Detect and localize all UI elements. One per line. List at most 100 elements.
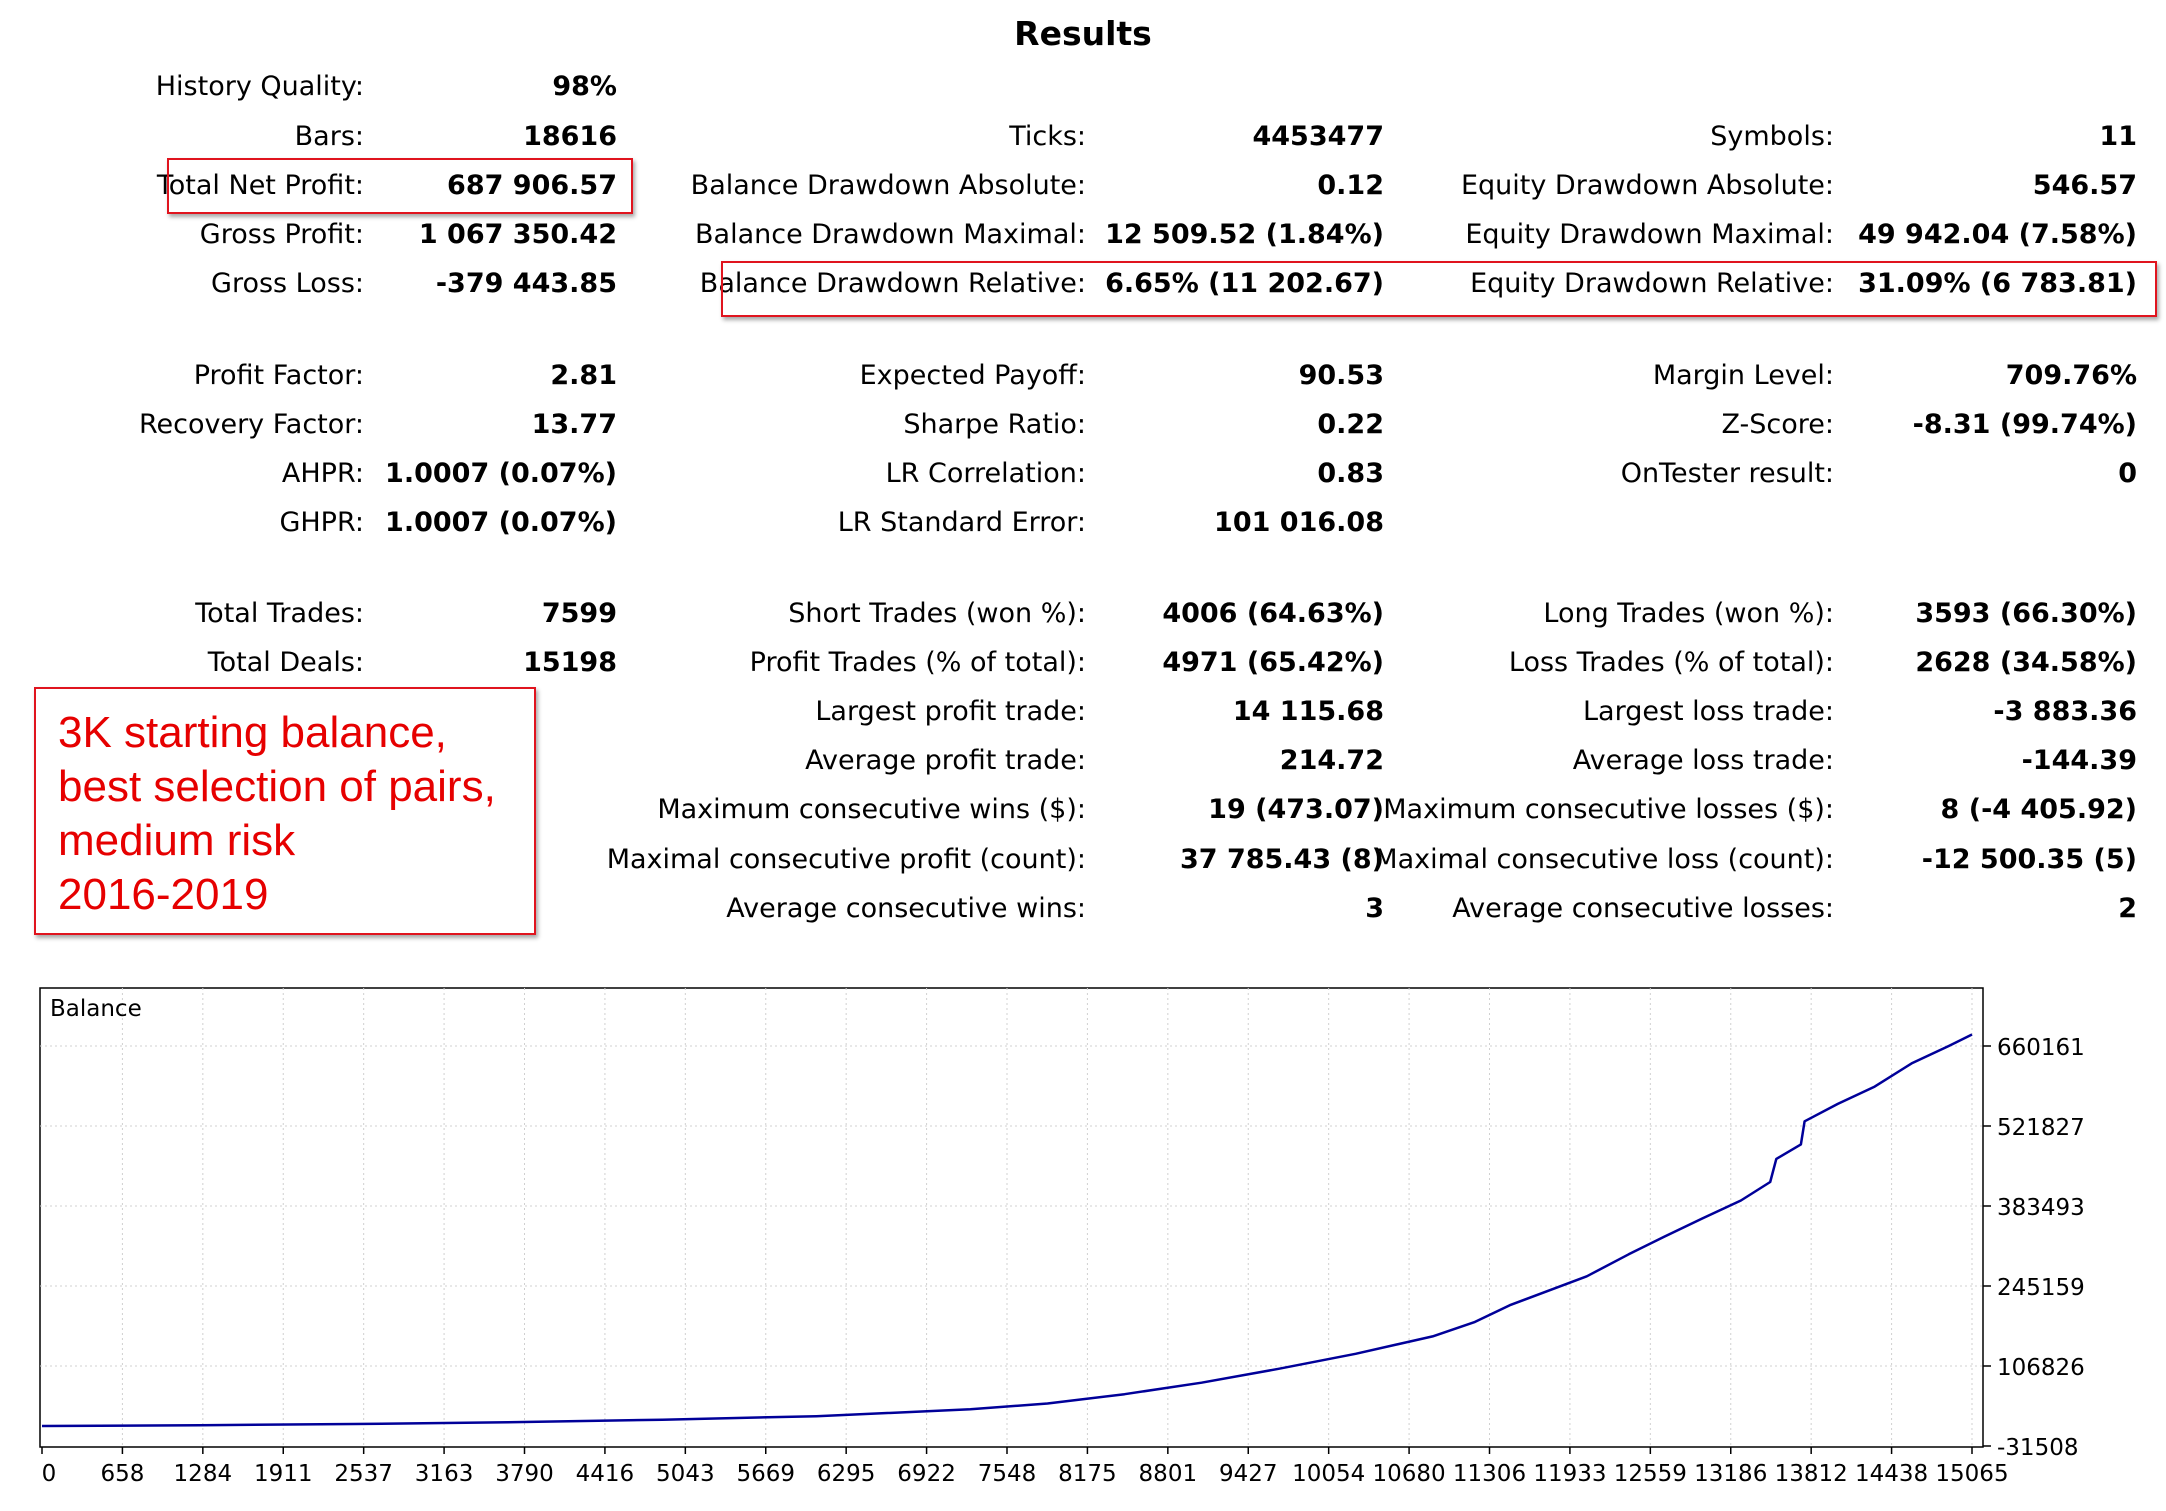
stat-label: Ticks:: [1009, 121, 1086, 152]
stat-label: Total Trades:: [195, 598, 364, 629]
stat-label: LR Standard Error:: [837, 507, 1086, 538]
stat-value: 13.77: [531, 409, 617, 440]
stat-value: 4971 (65.42%): [1162, 647, 1384, 678]
y-tick-label: 383493: [1997, 1195, 2085, 1221]
note-line: best selection of pairs,: [58, 762, 496, 811]
x-tick-label: 13186: [1694, 1461, 1767, 1487]
x-tick-label: 5043: [656, 1461, 715, 1487]
x-tick-label: 6922: [897, 1461, 956, 1487]
stat-value: 1.0007 (0.07%): [385, 458, 617, 489]
y-tick-label: 245159: [1997, 1275, 2085, 1301]
stat-value: 2.81: [550, 360, 617, 391]
stat-label: Symbols:: [1710, 121, 1834, 152]
stat-label: Margin Level:: [1652, 360, 1834, 391]
x-tick-label: 1284: [174, 1461, 233, 1487]
x-tick-label: 1911: [254, 1461, 313, 1487]
stat-label: Sharpe Ratio:: [903, 409, 1086, 440]
x-tick-label: 15065: [1935, 1461, 2008, 1487]
x-tick-label: 13812: [1775, 1461, 1848, 1487]
stat-value: 90.53: [1298, 360, 1384, 391]
stat-label: Largest profit trade:: [815, 696, 1086, 727]
x-tick-label: 5669: [736, 1461, 795, 1487]
stat-label: Equity Drawdown Maximal:: [1465, 219, 1834, 250]
stat-value: -8.31 (99.74%): [1912, 409, 2137, 440]
stat-label: Equity Drawdown Relative:: [1470, 268, 1834, 299]
stat-label: Short Trades (won %):: [788, 598, 1086, 629]
stat-label: Average loss trade:: [1572, 745, 1834, 776]
stat-value: 0.12: [1317, 170, 1384, 201]
stat-value: 8 (-4 405.92): [1940, 794, 2137, 825]
note-line: medium risk: [58, 816, 296, 865]
y-tick-label: -31508: [1997, 1435, 2078, 1461]
stat-label: Maximal consecutive loss (count):: [1374, 844, 1834, 875]
stat-value: 1.0007 (0.07%): [385, 507, 617, 538]
stat-label: Bars:: [294, 121, 364, 152]
stat-label: Maximum consecutive wins ($):: [657, 794, 1086, 825]
x-tick-label: 8801: [1139, 1461, 1198, 1487]
x-tick-label: 10680: [1372, 1461, 1445, 1487]
stat-label: Balance Drawdown Relative:: [699, 268, 1086, 299]
stat-value: -3 883.36: [1993, 696, 2137, 727]
stat-value: 546.57: [2032, 170, 2137, 201]
stat-value: 7599: [541, 598, 617, 629]
stat-label: Profit Trades (% of total):: [749, 647, 1086, 678]
chart-title: Balance: [50, 996, 142, 1022]
stat-label: History Quality:: [155, 71, 364, 102]
x-tick-label: 11933: [1533, 1461, 1606, 1487]
x-tick-label: 14438: [1855, 1461, 1928, 1487]
stat-label: Gross Profit:: [199, 219, 364, 250]
stat-label: Balance Drawdown Absolute:: [690, 170, 1086, 201]
stat-label: Expected Payoff:: [859, 360, 1086, 391]
stat-label: Loss Trades (% of total):: [1508, 647, 1834, 678]
x-tick-label: 10054: [1292, 1461, 1365, 1487]
stat-label: Equity Drawdown Absolute:: [1460, 170, 1834, 201]
stat-value: 709.76%: [2005, 360, 2137, 391]
x-tick-label: 8175: [1058, 1461, 1117, 1487]
x-tick-label: 4416: [576, 1461, 635, 1487]
stat-value: 11: [2099, 121, 2137, 152]
stat-label: Total Deals:: [207, 647, 364, 678]
highlight-net-profit: [167, 158, 633, 214]
stat-value: 31.09% (6 783.81): [1858, 268, 2137, 299]
stat-label: LR Correlation:: [885, 458, 1086, 489]
stat-value: 18616: [523, 121, 617, 152]
note-line: 3K starting balance,: [58, 708, 447, 757]
stat-label: OnTester result:: [1620, 458, 1834, 489]
stat-value: 14 115.68: [1232, 696, 1384, 727]
stat-value: 49 942.04 (7.58%): [1858, 219, 2137, 250]
balance-series-line: [41, 1033, 1973, 1428]
y-tick-label: 660161: [1997, 1035, 2085, 1061]
x-tick-label: 2537: [334, 1461, 393, 1487]
stat-label: Largest loss trade:: [1582, 696, 1834, 727]
stat-label: Maximum consecutive losses ($):: [1383, 794, 1834, 825]
stat-value: 0.83: [1317, 458, 1384, 489]
stat-label: Average profit trade:: [805, 745, 1086, 776]
stat-value: 19 (473.07): [1208, 794, 1384, 825]
x-tick-label: 658: [100, 1461, 144, 1487]
stat-value: 0: [2118, 458, 2137, 489]
y-tick-label: 521827: [1997, 1115, 2085, 1141]
stat-label: Maximal consecutive profit (count):: [606, 844, 1086, 875]
x-tick-label: 3790: [495, 1461, 554, 1487]
x-tick-label: 0: [42, 1461, 57, 1487]
stat-value: -379 443.85: [435, 268, 617, 299]
stat-value: 15198: [523, 647, 617, 678]
stat-label: Recovery Factor:: [138, 409, 364, 440]
stat-value: 0.22: [1317, 409, 1384, 440]
stat-label: Z-Score:: [1721, 409, 1834, 440]
stat-value: 687 906.57: [447, 170, 617, 201]
note-box: 3K starting balance, best selection of p…: [34, 687, 536, 935]
stat-label: Long Trades (won %):: [1543, 598, 1834, 629]
stat-value: 3593 (66.30%): [1915, 598, 2137, 629]
stat-value: 214.72: [1279, 745, 1384, 776]
stat-label: AHPR:: [281, 458, 364, 489]
stat-value: 98%: [552, 71, 617, 102]
stat-label: Gross Loss:: [211, 268, 364, 299]
x-tick-label: 11306: [1453, 1461, 1526, 1487]
stat-value: 3: [1365, 893, 1384, 924]
stat-label: Balance Drawdown Maximal:: [695, 219, 1086, 250]
x-tick-label: 12559: [1614, 1461, 1687, 1487]
stat-label: Average consecutive wins:: [726, 893, 1086, 924]
stat-value: 37 785.43 (8): [1179, 844, 1384, 875]
